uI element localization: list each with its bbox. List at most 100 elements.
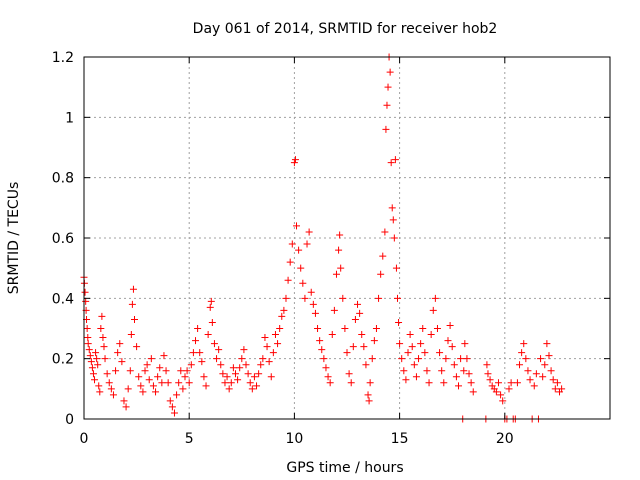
data-point [332, 270, 340, 278]
data-point [217, 361, 225, 369]
y-axis-title: SRMTID / TECUs [6, 182, 22, 295]
data-point [549, 376, 557, 384]
data-point [120, 397, 128, 405]
data-point [392, 264, 400, 272]
data-point [118, 358, 126, 366]
data-point [349, 343, 357, 351]
data-point [425, 379, 433, 387]
data-point [152, 388, 160, 396]
data-point [336, 231, 344, 239]
data-point [423, 367, 431, 375]
data-point [185, 379, 193, 387]
data-point [421, 349, 429, 357]
data-point [553, 379, 561, 387]
data-point [181, 373, 189, 381]
data-point [116, 340, 124, 348]
data-point [143, 361, 151, 369]
data-point [444, 337, 452, 345]
data-point [103, 370, 111, 378]
data-point [513, 379, 521, 387]
data-point [382, 125, 390, 133]
data-point [328, 331, 336, 339]
data-point [97, 325, 105, 332]
data-point [189, 349, 197, 357]
data-point [124, 385, 132, 393]
data-point [88, 364, 96, 372]
data-point [236, 364, 244, 372]
data-point [194, 325, 202, 332]
data-point [386, 68, 394, 76]
data-point [164, 379, 172, 387]
data-point [81, 288, 89, 296]
data-point [250, 373, 258, 381]
data-point [326, 379, 334, 387]
data-point [452, 373, 460, 381]
data-point [242, 361, 250, 369]
data-point [391, 156, 399, 164]
data-point [175, 379, 183, 387]
chart-title: Day 061 of 2014, SRMTID for receiver hob… [193, 21, 498, 37]
data-point [408, 343, 416, 351]
data-point [524, 367, 532, 375]
data-point [461, 340, 469, 348]
data-point [92, 349, 100, 357]
data-point [543, 340, 551, 348]
data-point [436, 349, 444, 357]
data-point [192, 337, 200, 345]
data-point [93, 355, 101, 363]
data-point [467, 379, 475, 387]
data-point [545, 352, 553, 360]
data-point [415, 355, 423, 363]
y-tick-label: 1 [65, 110, 74, 126]
data-point [484, 370, 492, 378]
data-point [322, 364, 330, 372]
data-point [419, 325, 427, 332]
data-point [259, 355, 267, 363]
data-point [455, 382, 463, 390]
gridlines [84, 57, 610, 419]
x-tick-label: 0 [80, 431, 89, 447]
data-point [450, 361, 458, 369]
data-point [133, 343, 141, 351]
data-point [255, 370, 263, 378]
data-point [89, 370, 97, 378]
data-point [290, 159, 298, 167]
data-point [94, 361, 102, 369]
data-point [362, 361, 370, 369]
data-point [160, 352, 168, 360]
data-point [389, 216, 397, 224]
data-point [86, 352, 94, 360]
data-point [318, 346, 326, 354]
tick-labels: 0 0.2 0.4 0.6 0.8 1 1.2 0 5 10 15 20 [52, 50, 514, 447]
data-point [288, 240, 296, 248]
data-point [263, 343, 271, 351]
data-point [145, 376, 153, 384]
data-point [335, 246, 343, 254]
data-point [547, 367, 555, 375]
data-point [162, 367, 170, 375]
data-point [516, 361, 524, 369]
data-point [244, 370, 252, 378]
data-point [177, 367, 185, 375]
plot-frame [83, 56, 611, 420]
data-point [526, 376, 534, 384]
data-point [208, 318, 216, 326]
data-point [320, 355, 328, 363]
data-point [129, 285, 137, 293]
data-point [198, 358, 206, 366]
data-point [463, 355, 471, 363]
data-point [210, 340, 218, 348]
data-point [105, 379, 113, 387]
data-point [84, 334, 92, 342]
data-point [276, 325, 284, 332]
data-point [305, 228, 313, 236]
data-point [460, 367, 468, 375]
data-point [364, 391, 372, 399]
data-point [280, 306, 288, 314]
data-point [390, 234, 398, 242]
data-point [107, 385, 115, 393]
data-point [377, 270, 385, 278]
data-point [384, 83, 392, 91]
data-point [324, 373, 332, 381]
